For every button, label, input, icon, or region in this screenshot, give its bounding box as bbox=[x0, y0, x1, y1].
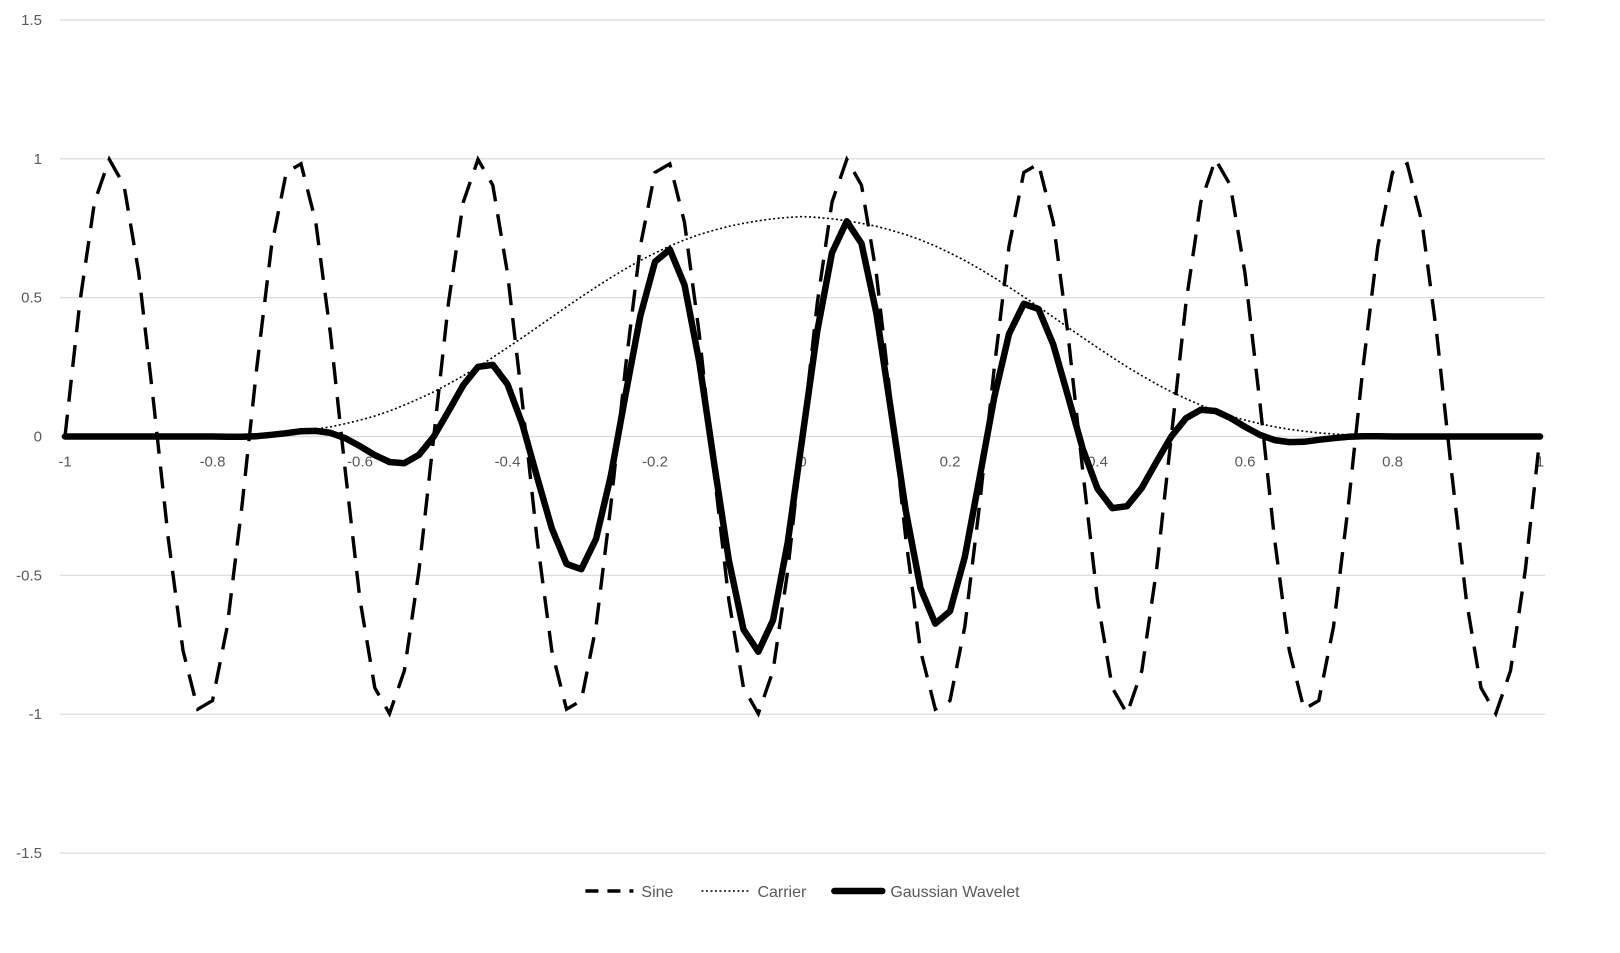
y-tick-label: -0.5 bbox=[16, 567, 42, 584]
x-tick-label: 0.8 bbox=[1382, 454, 1403, 471]
x-tick-label: -0.8 bbox=[200, 454, 226, 471]
legend-label-carrier: Carrier bbox=[757, 884, 807, 901]
series-line-carrier bbox=[65, 215, 1540, 438]
x-tick-label: 1 bbox=[1536, 454, 1544, 471]
x-tick-label: -1 bbox=[58, 454, 71, 471]
y-tick-label: -1 bbox=[29, 706, 42, 723]
y-tick-label: 0 bbox=[34, 429, 42, 446]
legend-label-sine: Sine bbox=[641, 884, 673, 901]
y-tick-label: -1.5 bbox=[16, 845, 42, 862]
grid-lines bbox=[60, 19, 1545, 854]
y-axis-tick-labels: -1.5 -1 -0.5 0 0.5 1 1.5 bbox=[16, 12, 42, 862]
legend-label-gaussian-wavelet: Gaussian Wavelet bbox=[890, 884, 1020, 901]
x-tick-label: -0.4 bbox=[495, 454, 521, 471]
legend: Sine Carrier Gaussian Wavelet bbox=[585, 884, 1020, 901]
y-tick-label: 1 bbox=[34, 151, 42, 168]
x-axis-tick-labels: -1 -0.8 -0.6 -0.4 -0.2 0 0.2 0.4 0.6 0.8 1 bbox=[58, 454, 1544, 471]
x-tick-label: 0.6 bbox=[1235, 454, 1256, 471]
x-tick-label: -0.6 bbox=[347, 454, 373, 471]
series-lines bbox=[61, 155, 1544, 718]
x-tick-label: -0.2 bbox=[642, 454, 668, 471]
series-line-gaussian-wavelet bbox=[61, 218, 1544, 655]
x-tick-label: 0.2 bbox=[940, 454, 961, 471]
y-tick-label: 1.5 bbox=[21, 12, 42, 29]
y-tick-label: 0.5 bbox=[21, 290, 42, 307]
x-tick-label: 0 bbox=[798, 454, 806, 471]
